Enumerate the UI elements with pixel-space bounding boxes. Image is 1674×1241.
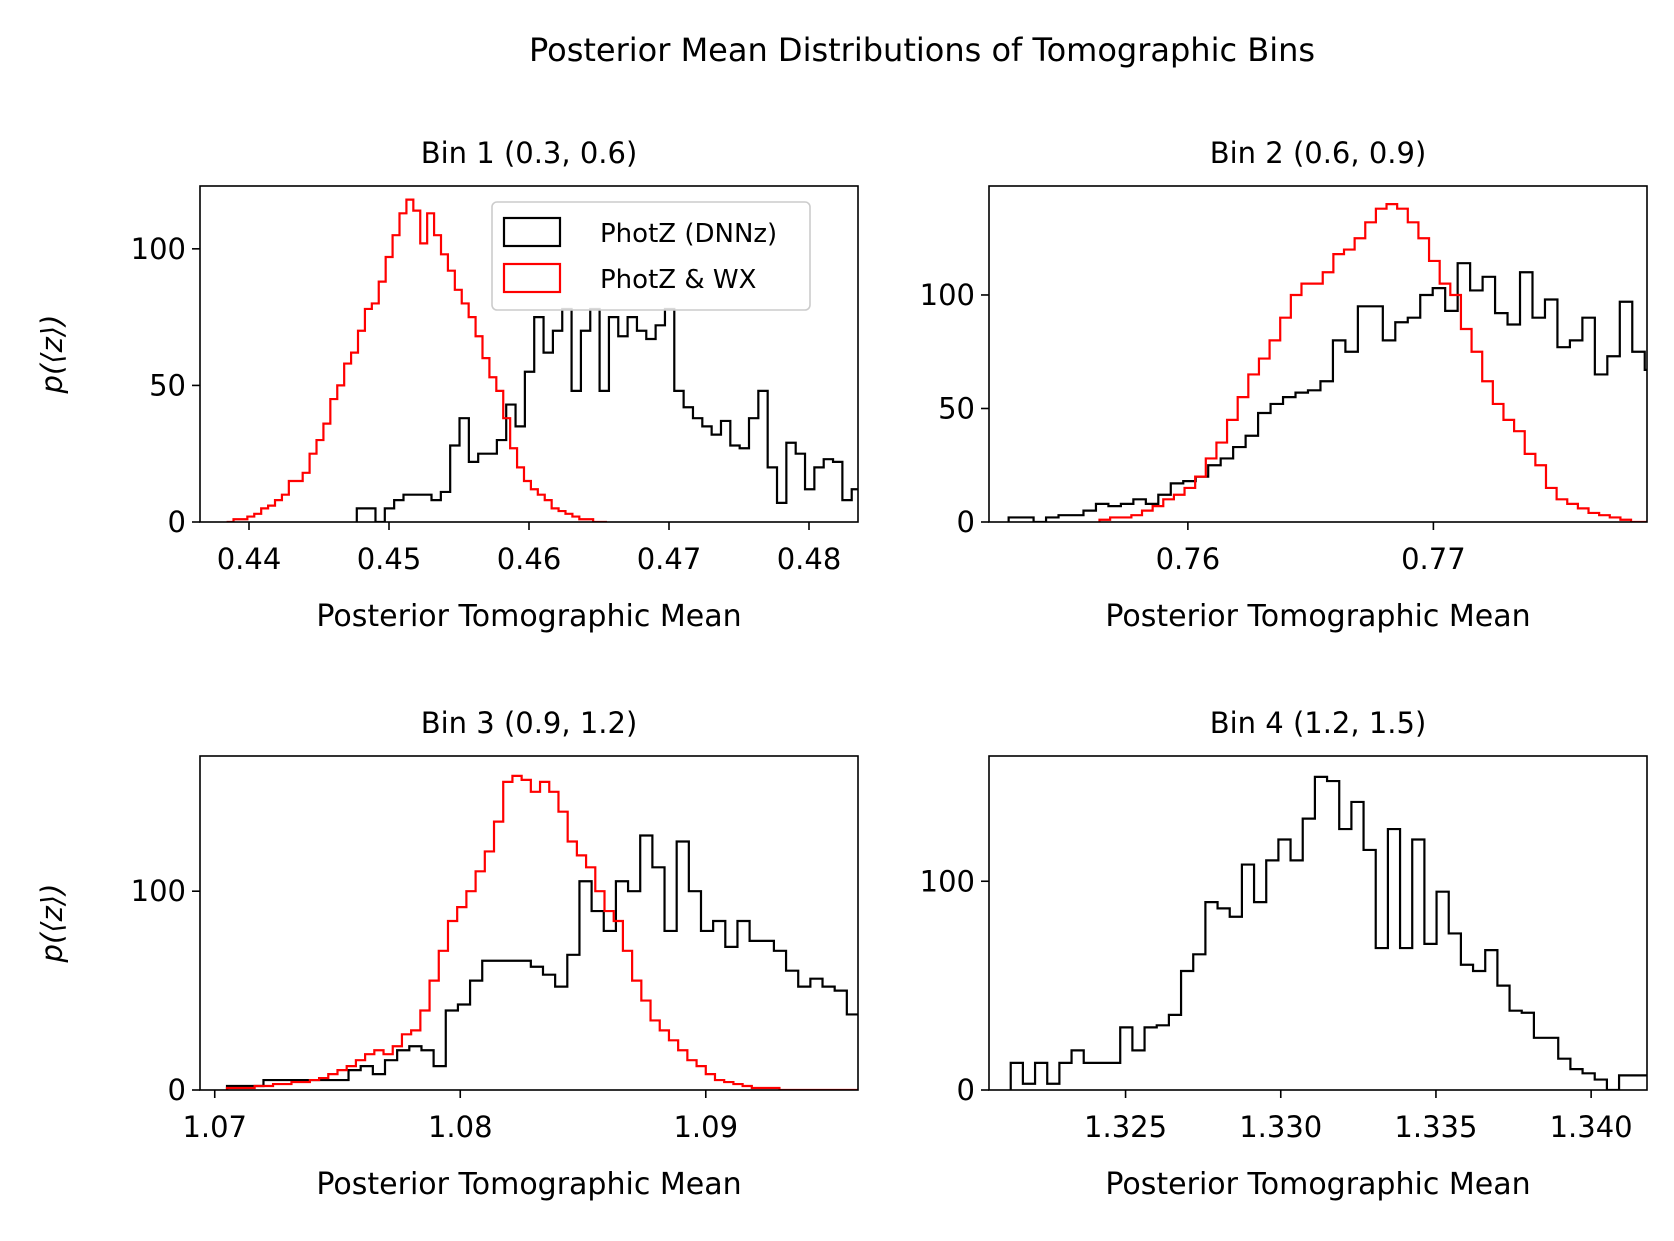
y-tick-label: 100 xyxy=(131,874,186,908)
histogram-series-2 xyxy=(225,774,858,1090)
x-tick-label: 0.77 xyxy=(1401,542,1466,576)
subplot-title: Bin 3 (0.9, 1.2) xyxy=(421,706,638,740)
histogram-series-2 xyxy=(1098,203,1647,522)
subplot-title: Bin 4 (1.2, 1.5) xyxy=(1210,706,1427,740)
subplot-title: Bin 1 (0.3, 0.6) xyxy=(421,136,638,170)
y-tick-label: 50 xyxy=(938,391,975,425)
x-tick-label: 0.76 xyxy=(1156,542,1221,576)
subplot-4: Bin 4 (1.2, 1.5) 1.325 1.330 1.335 1.340 0 100… xyxy=(920,706,1648,1202)
plot-frame xyxy=(199,755,859,1091)
histogram-series-1 xyxy=(355,307,858,522)
x-axis-label: Posterior Tomographic Mean xyxy=(1105,599,1530,634)
y-tick-label: 0 xyxy=(168,505,186,539)
x-tick-label: 1.07 xyxy=(182,1110,247,1144)
x-tick-label: 1.335 xyxy=(1394,1110,1477,1144)
y-axis-label: p(⟨z⟩) xyxy=(35,315,69,395)
y-tick-label: 50 xyxy=(149,368,186,402)
histogram-series-2 xyxy=(226,198,607,522)
x-tick-label: 1.08 xyxy=(428,1110,493,1144)
legend-label: PhotZ (DNNz) xyxy=(600,219,777,249)
figure-title: Posterior Mean Distributions of Tomograp… xyxy=(529,31,1315,69)
histogram-series-1 xyxy=(1007,262,1647,522)
x-tick-label: 0.47 xyxy=(637,542,702,576)
legend-swatch xyxy=(502,262,562,294)
y-tick-label: 100 xyxy=(131,232,186,266)
legend-swatch xyxy=(502,216,562,248)
subplot-3: Bin 3 (0.9, 1.2) 1.07 1.08 1.09 0 100 Posterio… xyxy=(35,706,859,1202)
y-tick-label: 0 xyxy=(168,1073,186,1107)
x-tick-label: 0.44 xyxy=(217,542,282,576)
legend-box xyxy=(491,201,811,311)
x-tick-label: 0.45 xyxy=(357,542,422,576)
plot-frame xyxy=(988,185,1648,523)
x-tick-label: 1.09 xyxy=(673,1110,738,1144)
y-tick-label: 100 xyxy=(920,278,975,312)
x-axis-label: Posterior Tomographic Mean xyxy=(316,1167,741,1202)
y-tick-label: 100 xyxy=(920,864,975,898)
x-tick-label: 0.48 xyxy=(777,542,842,576)
y-axis-label: p(⟨z⟩) xyxy=(35,884,69,964)
x-axis-label: Posterior Tomographic Mean xyxy=(316,599,741,634)
histogram-series-1 xyxy=(1009,775,1647,1090)
x-tick-label: 1.330 xyxy=(1239,1110,1322,1144)
subplot-1: Bin 1 (0.3, 0.6) 0.44 0.45 0.46 0.47 0.48 0 50 1… xyxy=(35,136,859,634)
plot-frame xyxy=(988,755,1648,1091)
legend-label: PhotZ & WX xyxy=(600,265,756,295)
subplot-2: Bin 2 (0.6, 0.9) 0.76 0.77 0 50 100 Posterior … xyxy=(920,136,1648,634)
subplot-title: Bin 2 (0.6, 0.9) xyxy=(1210,136,1427,170)
x-tick-label: 0.46 xyxy=(497,542,562,576)
histogram-series-1 xyxy=(225,834,858,1090)
y-tick-label: 0 xyxy=(957,505,975,539)
y-tick-label: 0 xyxy=(957,1073,975,1107)
x-tick-label: 1.325 xyxy=(1084,1110,1167,1144)
x-tick-label: 1.340 xyxy=(1550,1110,1633,1144)
x-axis-label: Posterior Tomographic Mean xyxy=(1105,1167,1530,1202)
